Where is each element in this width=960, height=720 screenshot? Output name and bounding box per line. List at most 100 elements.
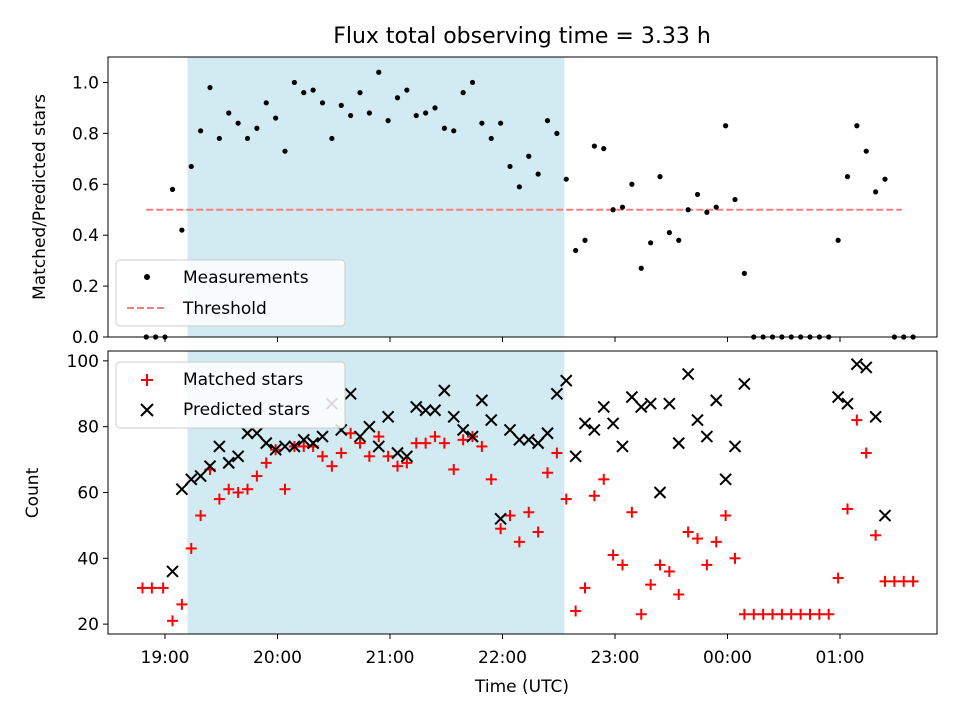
predicted-star-point xyxy=(410,400,423,414)
matched-star-point xyxy=(907,575,919,587)
measurement-point xyxy=(882,176,888,182)
predicted-star-point xyxy=(531,436,545,450)
predicted-star-point xyxy=(316,430,329,443)
top-legend-box xyxy=(115,259,346,327)
measurement-point xyxy=(366,110,372,116)
matched-star-point xyxy=(532,526,544,538)
predicted-star-point xyxy=(419,404,432,417)
predicted-star-point xyxy=(738,377,751,391)
predicted-star-point xyxy=(513,433,526,447)
matched-legend-marker xyxy=(141,374,153,386)
bottom-y-axis: 20 40 60 80 100 xyxy=(67,352,108,635)
measurement-point xyxy=(516,184,522,190)
predicted-star-point xyxy=(831,390,845,404)
predicted-star-point xyxy=(485,413,498,427)
matched-star-point xyxy=(298,440,310,452)
measurement-point xyxy=(273,115,279,121)
bottom-panel: 20 40 60 80 100 19:00 20:00 21:00 22:00 23:00 00:… xyxy=(67,350,938,668)
matched-star-point xyxy=(888,575,900,587)
predicted-star-point xyxy=(691,413,704,427)
x-stroke-b xyxy=(391,446,404,460)
measurement-point xyxy=(863,148,869,154)
x-stroke-b xyxy=(231,450,245,463)
measurement-point xyxy=(226,110,232,116)
matched-star-point xyxy=(513,536,525,548)
x-stroke-b xyxy=(869,410,882,424)
matched-star-point xyxy=(429,431,441,443)
measurement-point xyxy=(263,100,269,106)
x-stroke-b xyxy=(175,483,189,496)
predicted-star-point xyxy=(203,459,217,473)
predicted-star-point xyxy=(363,420,376,433)
predicted-star-point xyxy=(438,384,451,397)
measurement-point xyxy=(319,100,326,106)
matched-star-point xyxy=(748,608,760,620)
matched-star-point xyxy=(176,598,188,610)
matched-star-point xyxy=(373,431,385,443)
measurement-point xyxy=(338,102,344,108)
x-stroke-b xyxy=(250,427,264,440)
x-stroke-b xyxy=(381,410,395,424)
x-stroke-b xyxy=(297,433,310,447)
matched-star-point xyxy=(185,542,197,554)
measurement-point xyxy=(704,209,710,215)
predicted-star-point xyxy=(428,404,442,417)
predicted-star-point xyxy=(306,436,320,450)
measurement-point xyxy=(254,125,260,131)
measurement-point xyxy=(198,128,204,134)
predicted-star-point xyxy=(569,450,582,463)
measurement-point xyxy=(169,186,176,192)
x-stroke-b xyxy=(203,459,217,473)
measurement-point xyxy=(235,120,241,126)
measurement-point xyxy=(844,174,851,180)
matched-star-point xyxy=(729,552,741,564)
matched-star-point xyxy=(757,608,769,620)
x-stroke-b xyxy=(475,394,489,407)
measurement-point xyxy=(854,123,860,129)
predicted-star-point xyxy=(860,361,873,374)
x-stroke-b xyxy=(672,436,685,450)
x-stroke-b xyxy=(578,417,592,430)
matched-star-point xyxy=(842,503,853,515)
matched-star-point xyxy=(813,608,825,620)
count-points xyxy=(137,357,919,627)
matched-star-point xyxy=(410,437,422,449)
x-stroke-b xyxy=(185,473,198,486)
matched-star-point xyxy=(617,559,628,571)
bottom-y-axis-label: Count xyxy=(23,467,43,518)
matched-star-point xyxy=(860,447,872,459)
x-stroke-b xyxy=(550,387,564,400)
y-tick-label: 20 xyxy=(77,615,99,635)
y-tick-label: 0.4 xyxy=(72,226,99,246)
measurement-point xyxy=(423,110,429,116)
x-stroke-b xyxy=(644,397,657,410)
matched-star-point xyxy=(457,434,469,446)
x-stroke-b xyxy=(616,440,629,453)
matched-star-point xyxy=(495,523,507,535)
matched-star-point xyxy=(804,608,816,620)
measurement-point xyxy=(244,135,251,142)
x-stroke-b xyxy=(522,433,535,447)
x-stroke-b xyxy=(494,512,507,526)
matched-star-point xyxy=(157,582,169,594)
matched-star-point xyxy=(607,549,619,561)
measurement-point xyxy=(507,163,513,170)
measurement-point xyxy=(179,227,185,233)
matched-star-point xyxy=(795,608,807,620)
x-stroke-b xyxy=(691,413,704,427)
x-stroke-b xyxy=(363,420,376,433)
y-tick-label: 40 xyxy=(77,549,99,569)
legend-measurements: Measurements xyxy=(183,268,309,288)
predicted-star-point xyxy=(503,423,517,437)
predicted-star-point xyxy=(166,565,179,578)
x-stroke-b xyxy=(222,456,235,470)
bottom-legend: Matched stars Predicted stars xyxy=(115,361,346,429)
x-stroke-b xyxy=(353,430,367,443)
matched-star-point xyxy=(542,467,553,479)
x-stroke-b xyxy=(438,384,451,397)
matched-star-point xyxy=(579,582,591,594)
legend-threshold: Threshold xyxy=(182,299,267,319)
measurement-point xyxy=(619,204,626,210)
x-stroke-b xyxy=(860,361,873,374)
